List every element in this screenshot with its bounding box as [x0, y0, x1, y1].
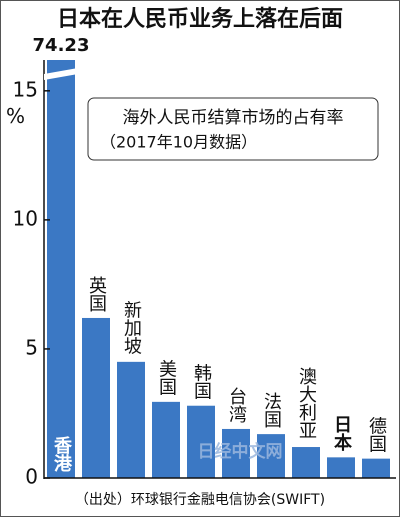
x-tick-label: 新加坡 — [121, 301, 142, 355]
value-label: 74.23 — [33, 35, 90, 56]
x-tick-label: 法国 — [261, 392, 282, 428]
y-tick-label: 10 — [13, 206, 38, 230]
y-tick-label: 5 — [25, 335, 38, 359]
bar — [362, 458, 390, 478]
bar — [292, 447, 320, 478]
x-tick-label: 香港 — [51, 436, 73, 473]
source: （出处）环球银行金融电信协会(SWIFT) — [75, 492, 325, 508]
x-tick-label: 美国 — [156, 360, 177, 396]
x-tick-label: 澳大利亚 — [296, 367, 317, 439]
annotation: 海外人民币结算市场的占有率 — [123, 108, 344, 128]
x-tick-label: 台湾 — [226, 387, 247, 424]
bar — [222, 428, 250, 478]
x-tick-label: 韩国 — [191, 364, 212, 400]
bar — [257, 434, 285, 478]
bar — [187, 405, 215, 478]
watermark: 日经中文网 — [198, 441, 283, 462]
y-axis-label: % — [4, 104, 28, 128]
chart-title: 日本在人民币业务上落在后面 — [57, 6, 343, 32]
bars — [47, 60, 390, 478]
annotation-box — [87, 97, 379, 161]
x-tick-label: 日本 — [331, 415, 352, 452]
x-tick-label: 英国 — [86, 276, 107, 312]
bar — [117, 361, 145, 478]
annotation: （2017年10月数据） — [100, 133, 257, 152]
axis-break — [44, 68, 78, 80]
bar — [152, 401, 180, 478]
bar — [47, 60, 75, 478]
y-tick-label: 15 — [13, 77, 38, 101]
x-tick-label: 德国 — [366, 416, 387, 452]
bar — [82, 317, 110, 478]
y-tick-label: 0 — [25, 465, 38, 489]
bar — [327, 457, 355, 478]
